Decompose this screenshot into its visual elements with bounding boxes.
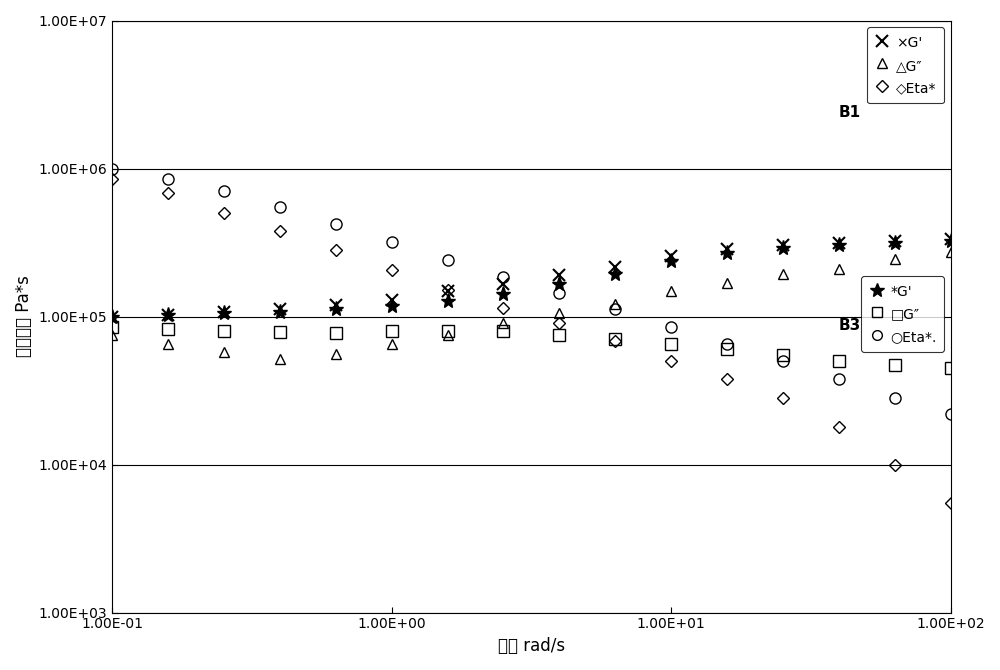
Text: B3: B3	[839, 318, 861, 333]
Y-axis label: 动态粘度 Pa*s: 动态粘度 Pa*s	[15, 275, 33, 358]
X-axis label: 频率 rad/s: 频率 rad/s	[498, 637, 565, 655]
Legend: *G', □G″, ○Eta*.: *G', □G″, ○Eta*.	[861, 276, 944, 352]
Text: B1: B1	[839, 105, 861, 120]
